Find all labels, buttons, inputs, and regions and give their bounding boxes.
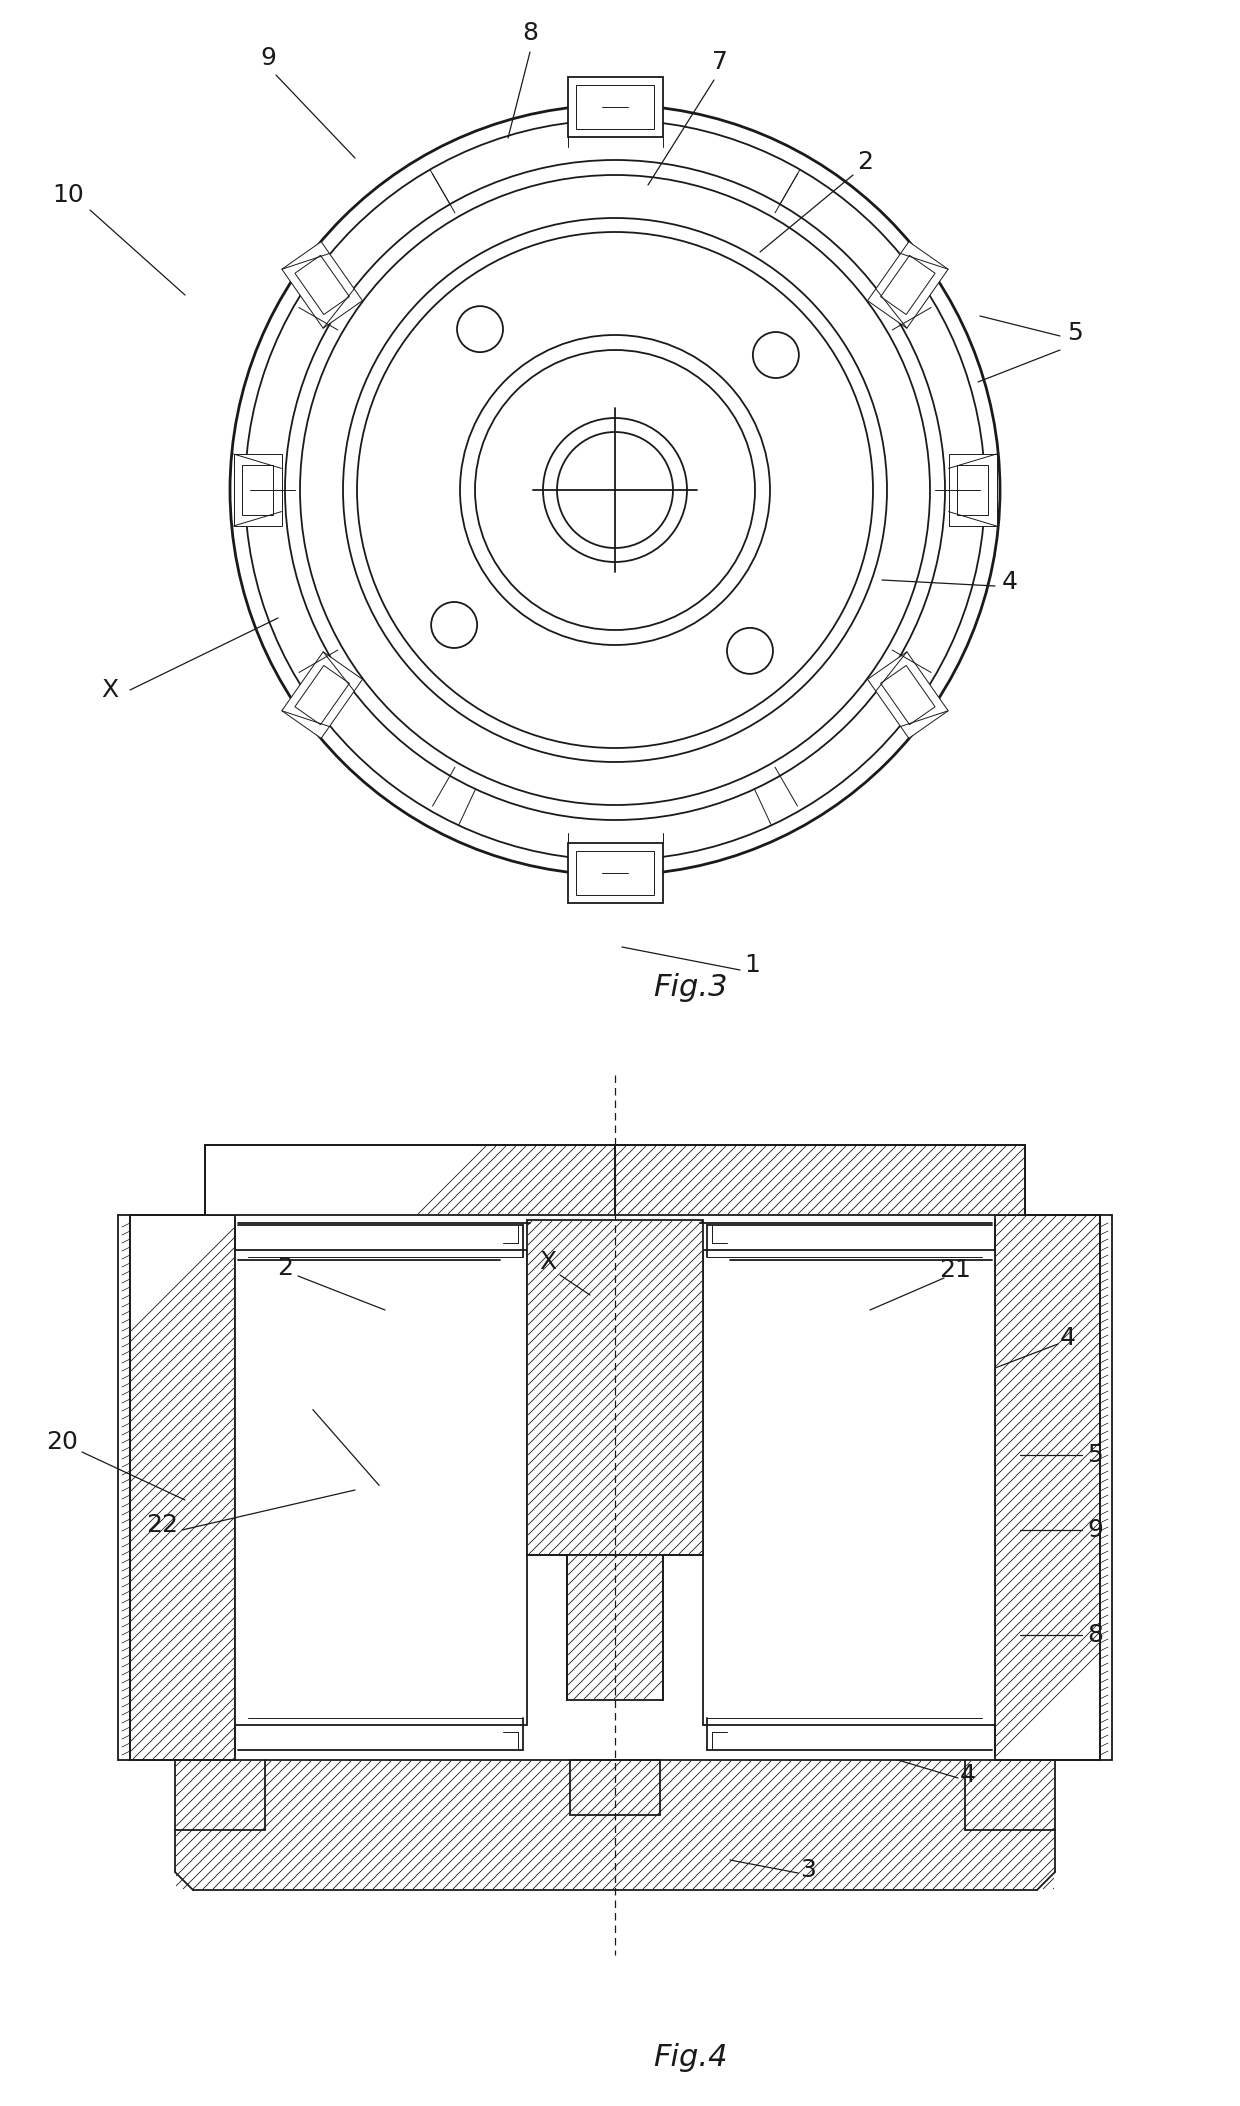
Polygon shape — [295, 665, 350, 724]
Text: 4: 4 — [1060, 1327, 1076, 1350]
Text: X: X — [102, 678, 119, 701]
Bar — [527, 1219, 703, 1554]
Text: 2: 2 — [857, 150, 873, 175]
Text: 21: 21 — [939, 1257, 971, 1283]
Polygon shape — [242, 465, 273, 516]
Text: 2: 2 — [277, 1255, 293, 1280]
Text: 10: 10 — [52, 183, 84, 206]
Text: 22: 22 — [146, 1512, 179, 1537]
Text: 5: 5 — [1087, 1443, 1102, 1468]
Text: 8: 8 — [522, 21, 538, 44]
Polygon shape — [281, 651, 362, 739]
Bar — [236, 1251, 527, 1725]
Polygon shape — [957, 465, 988, 516]
Text: Fig.3: Fig.3 — [652, 973, 727, 1002]
Polygon shape — [568, 78, 662, 137]
Bar — [205, 1146, 615, 1215]
Polygon shape — [868, 242, 949, 329]
Polygon shape — [295, 255, 350, 314]
Polygon shape — [281, 242, 362, 329]
Polygon shape — [868, 651, 949, 739]
Polygon shape — [880, 665, 935, 724]
Polygon shape — [233, 455, 281, 526]
Bar — [994, 1215, 1100, 1761]
Polygon shape — [577, 86, 653, 128]
Bar — [130, 1215, 236, 1761]
Polygon shape — [949, 455, 997, 526]
Text: 9: 9 — [1087, 1518, 1102, 1542]
Bar — [570, 1761, 660, 1815]
Text: Fig.4: Fig.4 — [652, 2043, 727, 2072]
Text: 4: 4 — [1002, 571, 1018, 594]
Text: 1: 1 — [744, 954, 760, 977]
Polygon shape — [577, 851, 653, 895]
Text: 20: 20 — [46, 1430, 78, 1453]
Text: 5: 5 — [1068, 320, 1083, 345]
Text: 4: 4 — [960, 1763, 976, 1788]
Polygon shape — [568, 842, 662, 903]
Text: X: X — [539, 1251, 557, 1274]
Bar — [567, 1554, 663, 1700]
Polygon shape — [880, 255, 935, 314]
Bar — [703, 1251, 994, 1725]
Text: 8: 8 — [1087, 1624, 1104, 1647]
Text: 9: 9 — [260, 46, 277, 69]
Text: 7: 7 — [712, 51, 728, 74]
Bar — [615, 1146, 1025, 1215]
Text: 3: 3 — [800, 1857, 816, 1883]
